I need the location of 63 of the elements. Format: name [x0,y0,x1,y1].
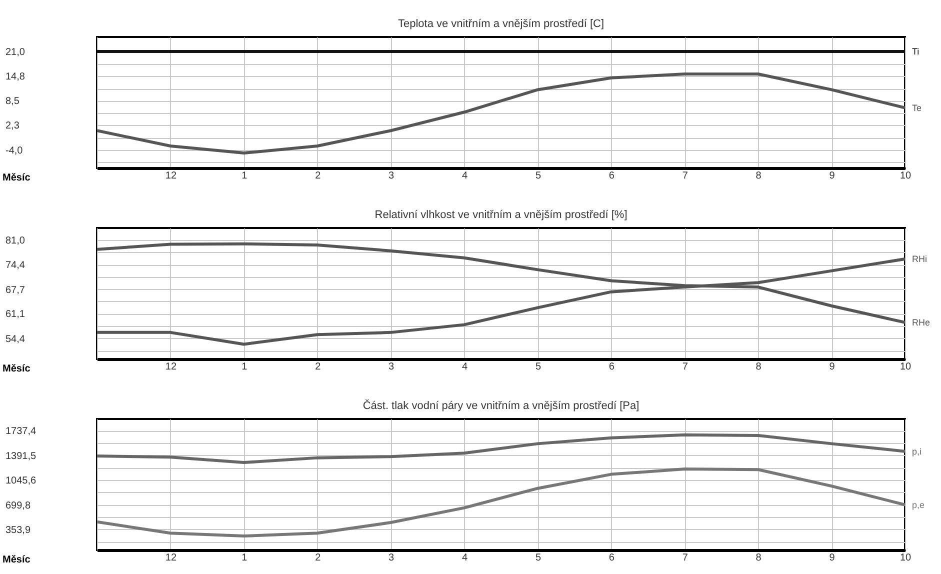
x-tick-label: 3 [388,552,395,564]
x-tick-label: 10 [900,170,912,182]
y-tick-label: 2,3 [6,120,20,132]
x-tick-label: 1 [242,362,248,372]
x-tick-label: 8 [756,170,762,182]
y-tick-label: 54,4 [6,334,26,345]
y-tick-label: 1391,5 [6,450,37,462]
series-label: Te [912,102,922,113]
x-tick-label: 1 [242,170,248,182]
x-tick-label: 10 [900,362,912,372]
x-tick-label: 6 [608,170,615,182]
series-label: RHe [912,317,930,328]
series-label: RHi [912,254,927,264]
x-tick-label: 7 [682,362,688,372]
x-tick-label: 9 [829,170,836,182]
y-tick-label: 1737,4 [6,426,37,438]
y-tick-label: -4,0 [6,145,24,156]
x-tick-label: 12 [165,362,177,372]
y-tick-label: 699,8 [6,500,31,512]
x-tick-label: 2 [315,170,322,182]
x-tick-label: 3 [388,170,395,182]
x-tick-label: 12 [165,552,177,564]
y-tick-label: 353,9 [6,524,31,536]
x-tick-label: 7 [682,170,688,182]
y-tick-label: 14,8 [6,71,26,82]
line-series [97,468,905,538]
chart-title: Část. tlak vodní páry ve vnitřním a vnějším prostředí [Pa] [362,399,640,412]
x-axis-title: Měsíc [2,554,31,566]
x-tick-label: 6 [608,362,615,372]
x-tick-label: 10 [900,552,912,564]
x-tick-label: 2 [315,362,322,372]
x-tick-label: 5 [535,362,542,372]
y-tick-label: 61,1 [6,309,26,320]
chart-title: Relativní vlhkost ve vnitřním a vnějším prostředí [%] [374,209,628,221]
x-tick-label: 8 [756,362,762,372]
y-tick-label: 81,0 [6,236,26,247]
y-tick-label: 21,0 [6,47,26,58]
x-tick-label: 4 [462,362,468,372]
y-tick-label: 1045,6 [6,476,37,487]
x-axis-title: Měsíc [2,172,31,184]
x-tick-label: 4 [462,170,468,182]
series-label: Ti [912,46,920,57]
line-series [97,433,905,464]
x-tick-label: 9 [829,552,836,564]
x-tick-label: 12 [165,170,177,182]
line-series [97,72,905,155]
x-tick-label: 4 [462,552,468,564]
x-tick-label: 1 [242,552,248,564]
x-tick-label: 3 [388,362,395,372]
series-label: p,i [912,446,922,456]
x-tick-label: 7 [682,552,688,564]
x-tick-label: 5 [535,552,542,564]
y-tick-label: 67,7 [6,284,26,296]
x-tick-label: 6 [608,552,615,564]
x-tick-label: 8 [756,552,762,564]
chart-title: Teplota ve vnitřním a vnějším prostředí [C] [398,18,604,30]
y-tick-label: 74,4 [6,260,26,272]
y-tick-label: 8,5 [6,96,20,108]
x-axis-title: Měsíc [2,364,31,374]
x-tick-label: 2 [315,552,322,564]
x-tick-label: 5 [535,170,542,182]
x-tick-label: 9 [829,362,836,372]
series-label: p,e [912,500,925,510]
